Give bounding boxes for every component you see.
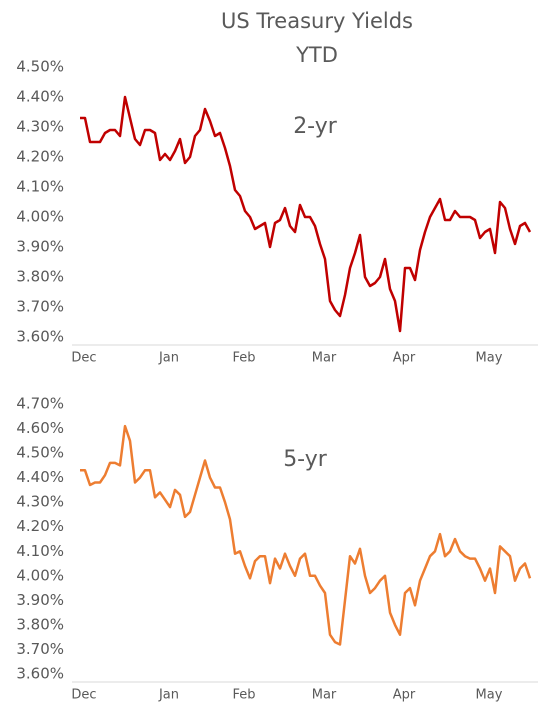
y-tick-label: 4.20% xyxy=(16,148,64,166)
chart-subtitle: YTD xyxy=(295,43,338,67)
y-tick-label: 3.60% xyxy=(16,328,64,346)
y-tick-label: 3.70% xyxy=(16,298,64,316)
y-tick-label: 4.20% xyxy=(16,517,64,535)
x-tick-label: May xyxy=(476,351,503,366)
y-tick-label: 4.70% xyxy=(16,395,64,413)
y-tick-label: 4.50% xyxy=(16,444,64,462)
x-tick-label: Jan xyxy=(158,688,179,703)
y-tick-label: 3.90% xyxy=(16,238,64,256)
y-tick-label: 3.70% xyxy=(16,640,64,658)
y-tick-label: 4.30% xyxy=(16,118,64,136)
y-tick-label: 4.10% xyxy=(16,542,64,560)
series-label: 5-yr xyxy=(283,447,328,472)
series-line xyxy=(80,424,532,646)
series-label: 2-yr xyxy=(293,114,338,139)
y-tick-label: 4.00% xyxy=(16,208,64,226)
x-tick-label: May xyxy=(476,688,503,703)
x-tick-label: Jan xyxy=(158,351,179,366)
x-tick-label: Dec xyxy=(71,688,96,703)
y-tick-label: 4.60% xyxy=(16,419,64,437)
x-tick-label: Feb xyxy=(232,351,255,366)
y-tick-label: 3.80% xyxy=(16,615,64,633)
y-tick-label: 4.40% xyxy=(16,468,64,486)
chart-title: US Treasury Yields xyxy=(221,9,413,33)
x-tick-label: Mar xyxy=(312,351,337,366)
x-tick-label: Feb xyxy=(232,688,255,703)
y-tick-label: 4.50% xyxy=(16,58,64,76)
y-tick-label: 3.80% xyxy=(16,268,64,286)
x-tick-label: Apr xyxy=(393,351,416,366)
y-tick-label: 3.90% xyxy=(16,591,64,609)
y-tick-label: 4.00% xyxy=(16,566,64,584)
y-tick-label: 3.60% xyxy=(16,665,64,683)
x-tick-label: Apr xyxy=(393,688,416,703)
x-tick-label: Dec xyxy=(71,351,96,366)
y-tick-label: 4.40% xyxy=(16,88,64,106)
series-line xyxy=(80,95,532,333)
x-tick-label: Mar xyxy=(312,688,337,703)
y-tick-label: 4.30% xyxy=(16,493,64,511)
y-tick-label: 4.10% xyxy=(16,178,64,196)
